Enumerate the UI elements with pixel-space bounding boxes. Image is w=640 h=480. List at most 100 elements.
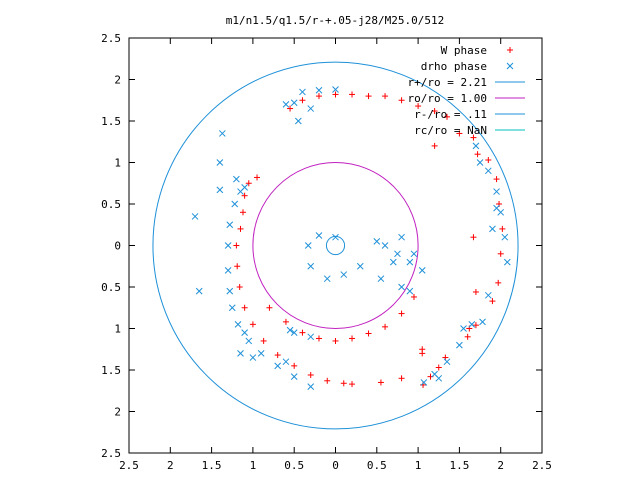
drho-phase-point — [294, 117, 302, 125]
drho-phase-point — [237, 350, 244, 357]
w-phase-point — [260, 337, 267, 344]
w-phase-point — [398, 310, 405, 317]
w-phase-point — [237, 225, 244, 232]
drho-phase-point — [398, 283, 405, 291]
w-phase-point — [444, 113, 451, 120]
drho-phase-point — [332, 233, 339, 241]
w-phase-point — [239, 209, 246, 216]
x-tick-label: 0.5 — [367, 459, 387, 472]
legend-label: r+/ro = 2.21 — [408, 76, 487, 89]
w-phase-point — [489, 298, 496, 305]
radius-circle-1 — [152, 61, 519, 430]
y-tick-label: 1 — [114, 323, 121, 336]
drho-phase-point — [249, 354, 257, 361]
drho-phase-point — [290, 99, 298, 107]
w-phase-point — [236, 284, 243, 290]
drho-phase-point — [307, 105, 315, 112]
drho-phase-point — [406, 258, 414, 266]
w-phase-point — [410, 293, 417, 300]
w-phase-point — [464, 333, 471, 340]
drho-phase-point — [323, 275, 331, 283]
w-phase-point — [332, 337, 339, 344]
drho-phase-point — [245, 337, 253, 345]
w-phase-point — [377, 379, 384, 386]
w-phase-point — [472, 288, 479, 295]
w-phase-point — [474, 151, 481, 158]
drho-phase-point — [307, 383, 315, 390]
drho-phase-point — [257, 350, 265, 357]
drho-phase-point — [472, 142, 480, 150]
w-phase-point — [324, 377, 331, 384]
w-phase-point — [382, 93, 389, 100]
w-phase-point — [431, 142, 438, 149]
x-tick-label: 1 — [415, 459, 422, 472]
drho-phase-point — [410, 250, 418, 258]
w-phase-point — [340, 380, 347, 387]
legend-label: ro/ro = 1.00 — [408, 92, 487, 105]
drho-phase-point — [489, 225, 496, 233]
w-phase-point — [470, 234, 477, 241]
w-phase-point — [315, 335, 322, 342]
x-tick-label: 0.5 — [284, 459, 304, 472]
y-tick-label: 2 — [114, 74, 121, 87]
x-tick-label: 2.5 — [119, 459, 139, 472]
y-tick-label: 1 — [114, 157, 121, 170]
drho-phase-point — [274, 362, 282, 370]
drho-phase-point — [195, 287, 203, 295]
drho-phase-point — [418, 267, 426, 274]
drho-phase-point — [493, 204, 500, 212]
w-phase-point — [287, 105, 294, 112]
drho-phase-point — [484, 291, 492, 299]
drho-phase-point — [443, 358, 451, 366]
w-phase-point — [493, 176, 500, 183]
radius-circle-3 — [325, 235, 346, 256]
drho-phase-point — [226, 287, 234, 295]
y-tick-label: 0.5 — [101, 198, 121, 211]
w-phase-point — [233, 242, 240, 249]
drho-phase-point — [290, 329, 298, 337]
x-tick-label: 1.5 — [202, 459, 222, 472]
w-phase-point — [470, 134, 477, 141]
w-phase-point — [282, 318, 289, 325]
x-tick-label: 2 — [497, 459, 504, 472]
x-tick-label: 0 — [332, 459, 339, 472]
drho-phase-point — [234, 320, 242, 328]
w-phase-point — [332, 91, 339, 98]
w-phase-point — [365, 93, 372, 100]
drho-phase-point — [299, 88, 306, 96]
drho-phase-point — [286, 326, 294, 334]
drho-phase-point — [282, 101, 290, 108]
drho-phase-point — [479, 318, 486, 326]
drho-phase-point — [191, 213, 199, 220]
drho-phase-point — [435, 374, 443, 382]
drho-phase-point — [484, 167, 492, 175]
drho-phase-point — [226, 221, 234, 229]
drho-phase-point — [503, 258, 511, 266]
w-phase-point — [254, 174, 261, 181]
radius-circles — [152, 61, 519, 430]
drho-phase-point — [394, 250, 401, 258]
w-phase-point — [241, 192, 248, 199]
legend-label: W phase — [441, 44, 487, 57]
y-tick-label: 0 — [114, 240, 121, 253]
drho-phase-point — [377, 275, 385, 283]
w-phase-point — [245, 180, 252, 187]
legend-marker — [507, 47, 513, 53]
drho-phase-point — [231, 200, 239, 208]
x-tick-label: 1 — [250, 459, 257, 472]
w-phase-point — [415, 103, 422, 110]
legend-label: rc/ro = NaN — [414, 124, 487, 137]
drho-phase-point — [304, 242, 312, 249]
w-phase-point — [419, 346, 426, 353]
w-phase-point — [234, 263, 241, 270]
w-phase-point — [349, 335, 356, 342]
drho-phase-point — [224, 267, 232, 274]
w-phase-point — [398, 97, 405, 104]
drho-phase-point — [218, 130, 226, 137]
drho-phase-point — [290, 373, 298, 380]
y-tick-label: 1.5 — [101, 364, 121, 377]
x-tick-label: 1.5 — [449, 459, 469, 472]
drho-phase-point — [468, 320, 476, 328]
legend: W phase drho phase r+/ro = 2.21 ro/ro = 1.0… — [408, 44, 525, 137]
